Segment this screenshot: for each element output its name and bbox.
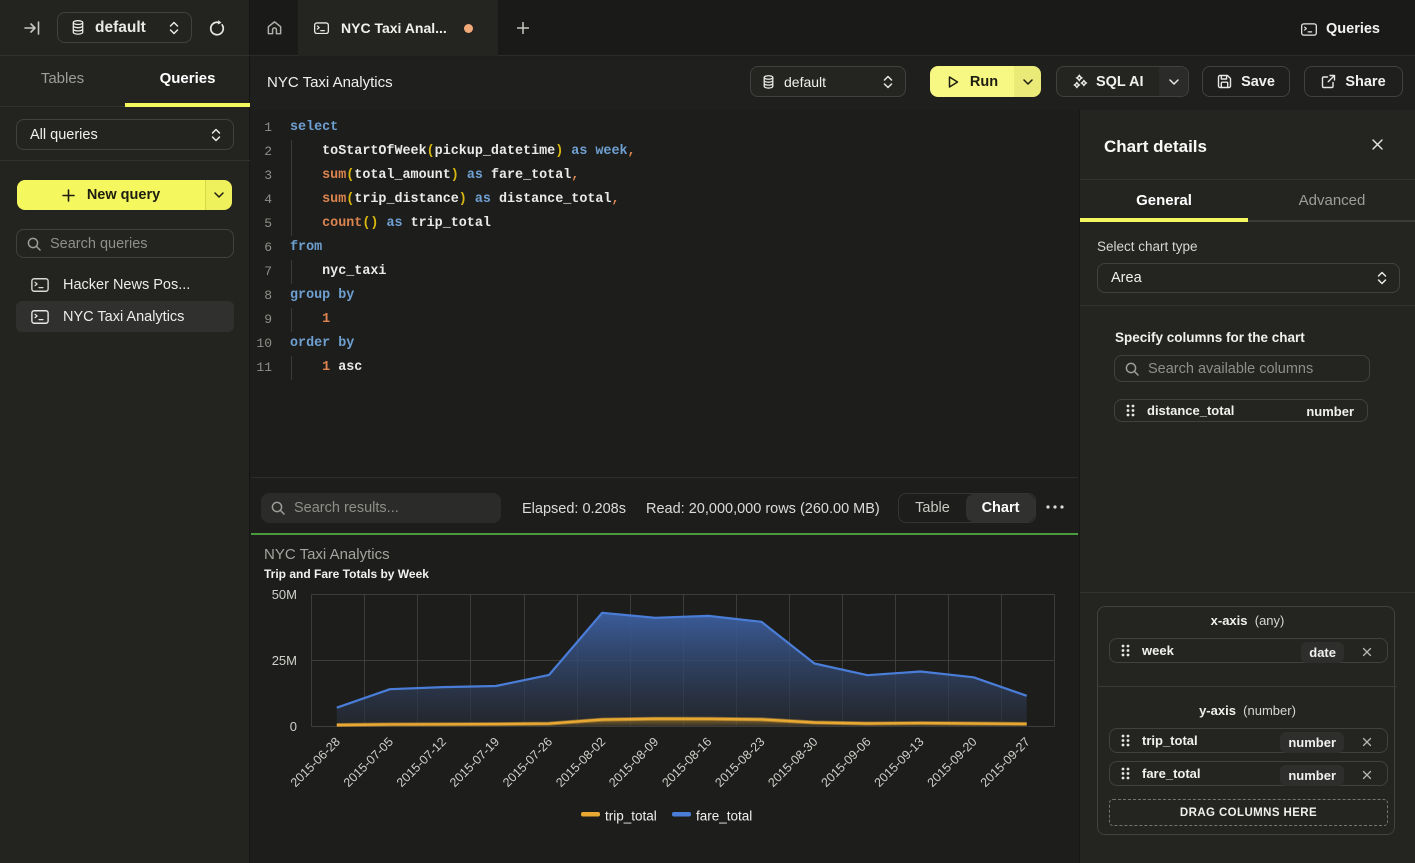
svg-text:25M: 25M <box>272 653 297 668</box>
svg-text:2015-07-05: 2015-07-05 <box>341 735 396 790</box>
svg-text:2015-06-28: 2015-06-28 <box>288 735 343 790</box>
svg-text:2015-09-20: 2015-09-20 <box>925 735 980 790</box>
svg-text:2015-09-13: 2015-09-13 <box>872 735 927 790</box>
svg-text:2015-08-16: 2015-08-16 <box>659 735 714 790</box>
svg-text:fare_total: fare_total <box>696 809 752 824</box>
svg-text:2015-07-26: 2015-07-26 <box>500 735 555 790</box>
svg-text:trip_total: trip_total <box>605 809 657 824</box>
svg-text:0: 0 <box>290 719 297 734</box>
svg-text:50M: 50M <box>272 587 297 602</box>
svg-text:2015-09-27: 2015-09-27 <box>978 735 1033 790</box>
svg-text:2015-07-19: 2015-07-19 <box>447 735 502 790</box>
svg-text:2015-08-09: 2015-08-09 <box>606 735 661 790</box>
svg-text:2015-07-12: 2015-07-12 <box>394 735 449 790</box>
svg-text:2015-08-23: 2015-08-23 <box>712 735 767 790</box>
svg-text:2015-09-06: 2015-09-06 <box>819 735 874 790</box>
svg-text:2015-08-02: 2015-08-02 <box>553 735 608 790</box>
svg-text:2015-08-30: 2015-08-30 <box>765 735 820 790</box>
